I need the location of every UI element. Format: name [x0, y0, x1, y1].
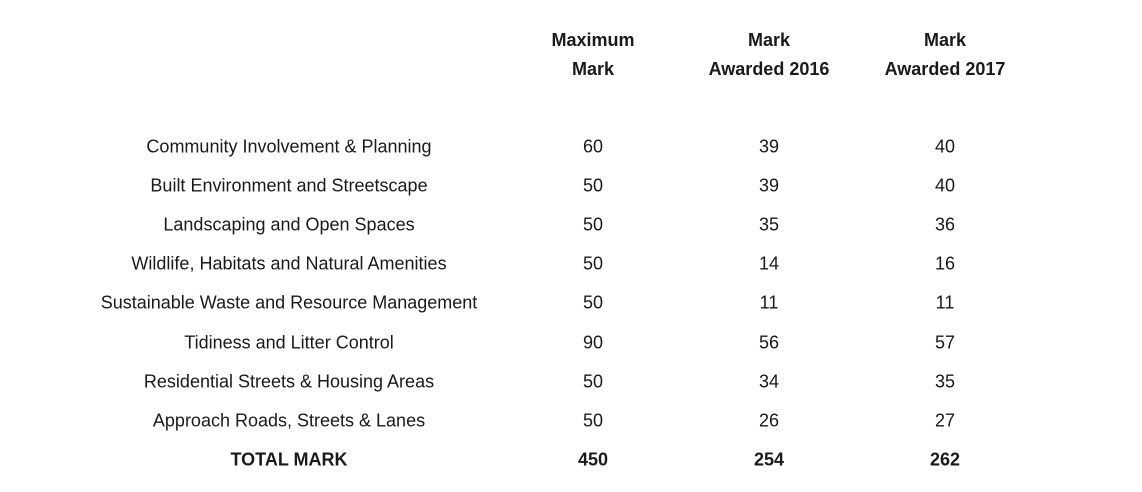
table-row: Landscaping and Open Spaces 50 35 36: [0, 205, 1142, 244]
mark-2016-cell: 39: [758, 175, 780, 196]
header-line: Awarded 2017: [884, 59, 1006, 79]
table-row: Sustainable Waste and Resource Managemen…: [0, 284, 1142, 323]
max-mark-cell: 50: [582, 253, 604, 274]
category-cell: Built Environment and Streetscape: [150, 175, 428, 196]
category-cell: Residential Streets & Housing Areas: [143, 371, 435, 392]
table-row: Built Environment and Streetscape 50 39 …: [0, 166, 1142, 205]
header-maximum-mark: Maximum Mark: [503, 26, 683, 84]
mark-2016-cell: 11: [759, 292, 779, 313]
max-mark-cell: 50: [582, 214, 604, 235]
mark-2017-cell: 57: [934, 332, 956, 353]
category-cell: Community Involvement & Planning: [146, 136, 432, 157]
total-row: TOTAL MARK 450 254 262: [0, 441, 1142, 480]
mark-2016-cell: 56: [758, 332, 780, 353]
category-cell: Landscaping and Open Spaces: [163, 214, 415, 235]
mark-2017-cell: 36: [934, 214, 956, 235]
max-mark-cell: 50: [582, 292, 604, 313]
max-mark-cell: 50: [582, 410, 604, 431]
max-mark-cell: 60: [582, 136, 604, 157]
category-cell: Tidiness and Litter Control: [184, 332, 394, 353]
header-line: Mark: [571, 59, 615, 79]
table-row: Wildlife, Habitats and Natural Amenities…: [0, 245, 1142, 284]
table-row: Tidiness and Litter Control 90 56 57: [0, 323, 1142, 362]
max-mark-cell: 50: [582, 371, 604, 392]
header-mark-awarded-2017: Mark Awarded 2017: [845, 26, 1045, 84]
mark-2017-cell: 40: [934, 175, 956, 196]
max-mark-cell: 90: [582, 332, 604, 353]
total-max-mark: 450: [577, 449, 609, 470]
mark-2016-cell: 35: [758, 214, 780, 235]
header-mark-awarded-2016: Mark Awarded 2016: [669, 26, 869, 84]
max-mark-cell: 50: [582, 175, 604, 196]
table-row: Approach Roads, Streets & Lanes 50 26 27: [0, 401, 1142, 440]
total-mark-2016: 254: [753, 449, 785, 470]
table-row: Community Involvement & Planning 60 39 4…: [0, 127, 1142, 166]
category-cell: Sustainable Waste and Resource Managemen…: [100, 292, 478, 313]
category-cell: Wildlife, Habitats and Natural Amenities: [131, 253, 447, 274]
mark-2017-cell: 11: [935, 292, 955, 313]
mark-2017-cell: 27: [934, 410, 956, 431]
mark-2017-cell: 16: [934, 253, 956, 274]
mark-2017-cell: 35: [934, 371, 956, 392]
mark-2016-cell: 39: [758, 136, 780, 157]
header-line: Awarded 2016: [708, 59, 830, 79]
category-cell: Approach Roads, Streets & Lanes: [152, 410, 426, 431]
total-mark-2017: 262: [929, 449, 961, 470]
table-row: Residential Streets & Housing Areas 50 3…: [0, 362, 1142, 401]
header-line: Mark: [923, 30, 967, 50]
mark-2016-cell: 14: [758, 253, 780, 274]
total-label: TOTAL MARK: [230, 449, 348, 470]
mark-2016-cell: 26: [758, 410, 780, 431]
table-body: Community Involvement & Planning 60 39 4…: [0, 127, 1142, 480]
mark-2017-cell: 40: [934, 136, 956, 157]
header-line: Maximum: [551, 30, 635, 50]
header-line: Mark: [747, 30, 791, 50]
mark-2016-cell: 34: [758, 371, 780, 392]
